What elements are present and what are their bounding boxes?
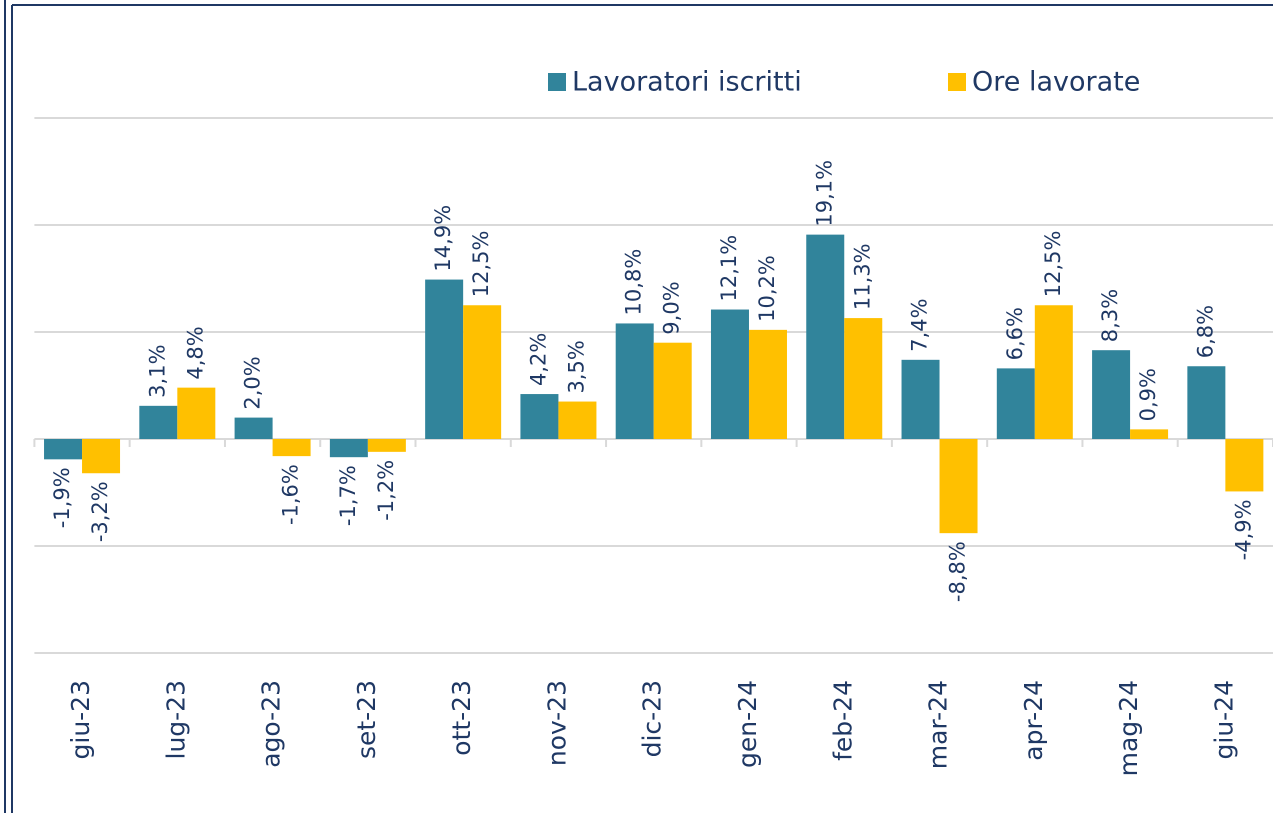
legend-label: Ore lavorate	[972, 67, 1140, 98]
x-tick-label: mar-24	[924, 680, 953, 769]
x-tick-label: feb-24	[828, 680, 857, 761]
bar	[234, 417, 273, 439]
legend-label: Lavoratori iscritti	[572, 67, 802, 98]
x-tick-label: apr-24	[1019, 680, 1048, 761]
x-tick-label: ago-23	[257, 680, 286, 768]
bar	[901, 359, 940, 439]
bar	[177, 387, 216, 439]
data-label: 12,1%	[717, 235, 741, 302]
bar	[844, 318, 883, 439]
data-label: 19,1%	[812, 160, 836, 227]
data-label: -1,9%	[50, 467, 74, 528]
data-label: -4,9%	[1231, 499, 1255, 560]
bar	[44, 439, 83, 460]
data-label: 11,3%	[850, 243, 874, 310]
bar	[1092, 350, 1131, 439]
bar	[520, 394, 559, 439]
x-tick-label: mag-24	[1114, 680, 1143, 776]
bar	[367, 439, 406, 452]
legend-swatch	[548, 73, 566, 91]
x-tick-label: dic-23	[638, 680, 667, 757]
bar	[1187, 366, 1226, 439]
data-label: 12,5%	[469, 231, 493, 298]
bar	[1034, 305, 1073, 439]
bar	[1225, 439, 1264, 492]
data-label: -1,6%	[279, 464, 303, 525]
bar	[329, 439, 368, 458]
data-label: 9,0%	[660, 281, 684, 334]
data-label: 3,1%	[145, 344, 169, 397]
data-label: 4,8%	[183, 326, 207, 379]
data-label: 2,0%	[241, 356, 265, 409]
x-tick-label: giu-23	[66, 680, 95, 760]
bar	[710, 309, 749, 439]
bar	[939, 439, 978, 534]
bar	[139, 405, 178, 439]
data-label: 0,9%	[1136, 368, 1160, 421]
data-label: 7,4%	[908, 298, 932, 351]
data-label: -1,2%	[374, 460, 398, 521]
data-label: -8,8%	[946, 541, 970, 602]
data-label: 10,8%	[622, 249, 646, 316]
bar	[463, 305, 502, 439]
bar	[272, 439, 311, 457]
bar	[425, 279, 464, 439]
data-label: -1,7%	[336, 465, 360, 526]
x-tick-label: lug-23	[161, 680, 190, 760]
x-tick-label: gen-24	[733, 680, 762, 768]
bar	[1130, 429, 1169, 439]
x-tick-label: nov-23	[542, 680, 571, 766]
legend-swatch	[948, 73, 966, 91]
x-tick-label: set-23	[352, 680, 381, 759]
bar	[996, 368, 1035, 439]
bar	[748, 329, 787, 439]
bar	[82, 439, 121, 474]
data-label: 8,3%	[1098, 289, 1122, 342]
bar	[806, 234, 845, 439]
bar	[653, 342, 692, 439]
bar	[615, 323, 654, 439]
data-label: 4,2%	[526, 333, 550, 386]
data-label: -3,2%	[88, 481, 112, 542]
x-tick-label: ott-23	[447, 680, 476, 756]
data-label: 10,2%	[755, 255, 779, 322]
x-tick-label: giu-24	[1209, 680, 1238, 760]
data-label: 14,9%	[431, 205, 455, 272]
data-label: 6,8%	[1193, 305, 1217, 358]
data-label: 12,5%	[1041, 231, 1065, 298]
data-label: 3,5%	[564, 340, 588, 393]
data-label: 6,6%	[1003, 307, 1027, 360]
bar	[558, 401, 597, 439]
